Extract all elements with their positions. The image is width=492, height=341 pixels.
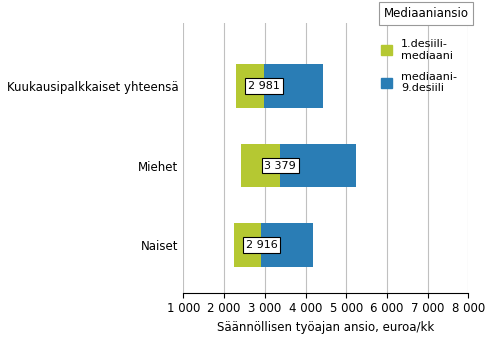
Bar [264, 64, 323, 108]
X-axis label: Säännöllisen työajan ansio, euroa/kk: Säännöllisen työajan ansio, euroa/kk [217, 321, 434, 334]
Bar [234, 223, 261, 267]
Text: 2 981: 2 981 [248, 81, 280, 91]
Bar [236, 64, 264, 108]
Bar [280, 144, 356, 188]
Text: 2 916: 2 916 [246, 240, 277, 250]
Legend: 1.desiili-
mediaani, mediaani-
9.desiili: 1.desiili- mediaani, mediaani- 9.desiili [376, 33, 463, 99]
Text: Mediaaniansio: Mediaaniansio [383, 7, 468, 20]
Bar [261, 223, 313, 267]
Text: 3 379: 3 379 [264, 161, 296, 170]
Bar [241, 144, 280, 188]
